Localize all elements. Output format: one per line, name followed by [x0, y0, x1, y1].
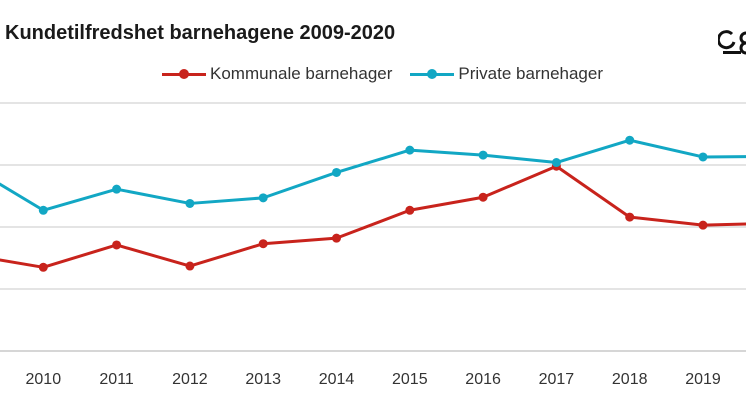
series-line-private — [0, 138, 746, 212]
data-point-kommunale — [38, 262, 48, 272]
data-point-private — [38, 205, 48, 215]
data-point-private — [625, 135, 635, 145]
data-point-private — [698, 152, 708, 162]
data-point-kommunale — [185, 261, 195, 271]
x-tick-label: 2011 — [99, 371, 134, 388]
legend-swatch-kommunale — [162, 69, 206, 79]
chart-title: Kundetilfredshet barnehagene 2009-2020 — [5, 22, 396, 44]
data-point-kommunale — [112, 240, 122, 250]
data-point-private — [185, 198, 195, 208]
x-tick-label: 2013 — [245, 371, 281, 388]
data-point-private — [478, 150, 488, 160]
data-point-private — [551, 158, 561, 168]
series-line-kommunale — [0, 164, 746, 269]
data-point-private — [405, 145, 415, 155]
x-tick-label: 2012 — [172, 371, 208, 388]
data-point-private — [258, 193, 268, 203]
legend-swatch-private — [410, 69, 455, 79]
x-tick-label: 2015 — [392, 371, 428, 388]
x-tick-label: 2016 — [465, 371, 501, 388]
x-tick-label: 2018 — [612, 371, 648, 388]
data-point-private — [112, 184, 122, 194]
data-point-kommunale — [258, 239, 268, 249]
data-point-private — [332, 167, 341, 177]
legend: Kommunale barnehager Private barnehager — [162, 64, 621, 84]
legend-label-private: Private barnehager — [458, 64, 603, 83]
x-tick-label: 2010 — [26, 371, 62, 388]
data-point-kommunale — [478, 192, 488, 202]
data-point-kommunale — [698, 220, 708, 230]
data-point-kommunale — [332, 233, 341, 243]
data-point-kommunale — [405, 205, 415, 215]
legend-item-private: Private barnehager — [410, 64, 603, 84]
x-tick-label: 2019 — [685, 371, 721, 388]
legend-label-kommunale: Kommunale barnehager — [210, 64, 393, 83]
x-tick-label: 2017 — [539, 371, 575, 388]
legend-item-kommunale: Kommunale barnehager — [162, 64, 392, 84]
data-point-kommunale — [625, 212, 635, 222]
brand-logo-icon — [718, 30, 746, 55]
x-tick-label: 2014 — [319, 371, 355, 388]
